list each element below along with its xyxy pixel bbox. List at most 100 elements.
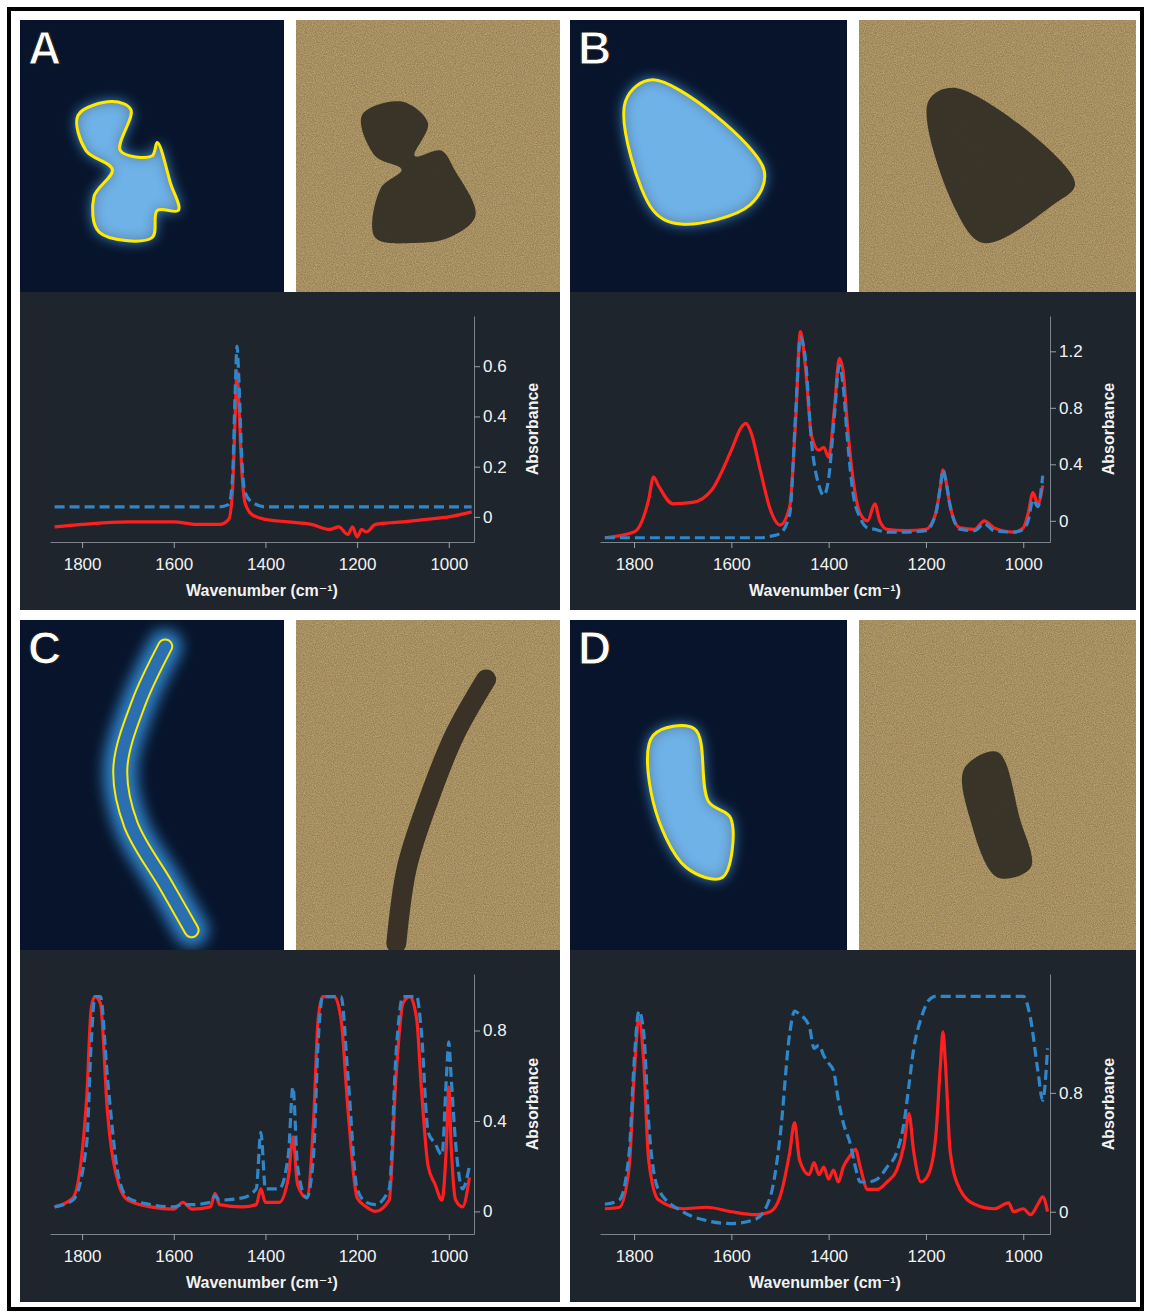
y-axis-tick: 0.6 [474,357,507,376]
y-axis-tick-label: 0.8 [483,1021,507,1040]
x-axis-tick: 1200 [908,1234,946,1266]
x-axis-tick-mark [731,1234,732,1240]
chart-ground [570,950,1136,1302]
y-axis-tick-mark [474,1031,480,1032]
y-axis-tick-label: 0 [1059,1203,1068,1222]
y-axis: 00.8 [1050,975,1083,1235]
plot-area [605,996,1048,1223]
x-axis-title: Wavenumber (cm⁻¹) [186,1274,338,1291]
y-axis-tick-label: 0.4 [483,407,507,426]
y-axis-tick: 0 [474,1202,492,1221]
spectrum-line [605,332,1043,538]
y-axis-tick-mark [474,1121,480,1122]
x-axis-line [601,1234,1051,1235]
photo-grain [859,620,1136,950]
x-axis-tick-label: 1600 [155,555,193,574]
y-axis-title: Absorbance [524,383,541,476]
x-axis-tick-label: 1800 [64,1247,102,1266]
x-axis-tick: 1400 [810,1234,848,1266]
ir-image [20,20,284,292]
spectrum-line [605,337,1043,538]
spectrum-line [605,996,1048,1223]
x-axis-tick-label: 1600 [713,1247,751,1266]
x-axis-tick: 1800 [64,1234,102,1266]
x-axis-tick-label: 1800 [616,1247,654,1266]
y-axis-tick: 0.8 [1050,399,1083,418]
y-axis-tick: 0.4 [474,407,507,426]
x-axis: 18001600140012001000 [601,1234,1051,1266]
x-axis-tick: 1200 [339,542,377,574]
x-axis-tick-mark [357,542,358,548]
x-axis-tick: 1600 [155,1234,193,1266]
x-axis-tick: 1400 [810,542,848,574]
x-axis-tick-mark [1023,542,1024,548]
x-axis-line [51,1234,475,1235]
particle [962,751,1032,878]
x-axis-tick-mark [265,1234,266,1240]
y-axis: 00.40.81.2 [1050,317,1083,543]
figure-frame [9,9,1142,1309]
x-axis-tick-mark [1023,1234,1024,1240]
roi-outline [647,726,733,879]
photo-ground [859,20,1136,292]
y-axis-line [474,975,475,1235]
x-axis-tick-label: 1000 [430,555,468,574]
y-axis-tick-label: 0 [483,1202,492,1221]
photo-grain [296,20,560,292]
x-axis-tick: 1200 [339,1234,377,1266]
panel: 1800160014001200100000.8Wavenumber (cm⁻¹… [570,620,1136,1302]
x-axis: 1800 1600 1400 1200 1000 [51,542,475,574]
x-axis-tick: 1800 [616,1234,654,1266]
ir-image-ground [570,620,847,950]
y-axis-tick: 0.8 [474,1021,507,1040]
y-axis-tick: 0.4 [1050,455,1083,474]
y-axis-tick-label: 0.6 [483,357,507,376]
x-axis-tick-label: 1400 [247,555,285,574]
x-axis-title: Wavenumber (cm⁻¹) [749,582,901,599]
roi-outline [624,80,765,224]
x-axis-tick-mark [634,542,635,548]
y-axis-tick: 0.8 [1050,1084,1083,1103]
x-axis-tick: 1400 [247,1234,285,1266]
x-axis-tick: 1000 [430,1234,468,1266]
x-axis-tick-mark [449,542,450,548]
y-axis-line [1050,317,1051,543]
photo-grain [296,620,560,950]
y-axis-tick: 0.2 [474,458,507,477]
y-axis-tick-label: 0.8 [1059,399,1083,418]
x-axis-tick-label: 1800 [616,555,654,574]
y-axis-title: Absorbance [1100,1058,1117,1151]
ir-glow [120,646,191,930]
spectrum-line [55,997,470,1207]
x-axis-tick: 1600 [713,542,751,574]
panel-letter: C [28,622,61,674]
x-axis-tick: 1000 [1005,542,1043,574]
y-axis-title: Absorbance [1100,383,1117,476]
x-axis-tick-mark [174,1234,175,1240]
roi-outline [77,102,179,241]
ir-core [647,726,733,879]
ir-core [77,102,179,241]
x-axis-tick-mark [926,1234,927,1240]
x-axis-tick-mark [829,1234,830,1240]
x-axis-tick: 1400 [247,542,285,574]
particle [361,101,476,243]
y-axis-tick: 0.4 [474,1112,507,1131]
ir-image-ground [20,620,284,950]
y-axis-tick-label: 1.2 [1059,342,1083,361]
x-axis-tick: 1600 [713,1234,751,1266]
y-axis-tick-label: 0.4 [1059,455,1083,474]
background [0,0,1151,1314]
y-axis-line [1050,975,1051,1235]
x-axis-tick: 1800 [64,542,102,574]
photo-image [296,20,560,292]
x-axis-tick-label: 1400 [810,1247,848,1266]
plot-area [55,997,470,1212]
chart-ground [570,292,1136,610]
photo-ground [296,620,560,950]
roi-fill [120,646,191,930]
y-axis-tick-mark [474,467,480,468]
x-axis-tick-label: 1200 [339,1247,377,1266]
ir-image [570,620,847,950]
x-axis-tick-mark [731,542,732,548]
